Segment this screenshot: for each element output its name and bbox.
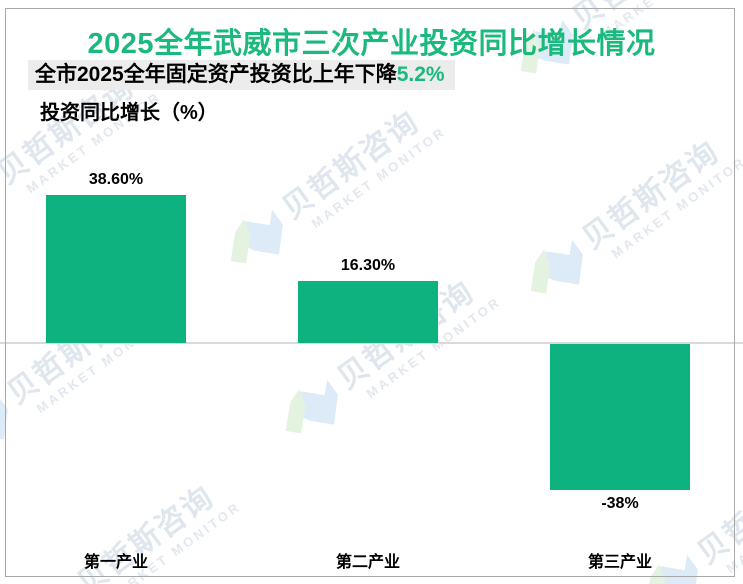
bar-3 bbox=[550, 344, 690, 490]
chart-subtitle: 全市2025全年固定资产投资比上年下降5.2% bbox=[28, 60, 455, 90]
x-axis-label-3: 第三产业 bbox=[587, 554, 652, 571]
y-axis-caption: 投资同比增长（%） bbox=[40, 102, 218, 124]
subtitle-highlight-value: 5.2% bbox=[396, 63, 445, 86]
bar-value-label-1: 38.60% bbox=[88, 171, 144, 188]
watermark-logo-icon bbox=[530, 239, 583, 294]
bar-2 bbox=[298, 281, 438, 343]
bar-1 bbox=[46, 195, 186, 343]
subtitle-text: 全市2025全年固定资产投资比上年下降 bbox=[35, 63, 397, 86]
chart-title: 2025全年武威市三次产业投资同比增长情况 bbox=[87, 28, 656, 60]
watermark-logo-icon bbox=[230, 209, 283, 264]
watermark-logo-icon bbox=[285, 379, 338, 434]
bar-value-label-2: 16.30% bbox=[340, 257, 396, 274]
zero-baseline bbox=[0, 342, 743, 344]
x-axis-label-2: 第二产业 bbox=[335, 554, 400, 571]
bar-value-label-3: -38% bbox=[601, 495, 639, 512]
watermark-logo-icon bbox=[520, 19, 573, 74]
x-axis-label-1: 第一产业 bbox=[83, 554, 148, 571]
